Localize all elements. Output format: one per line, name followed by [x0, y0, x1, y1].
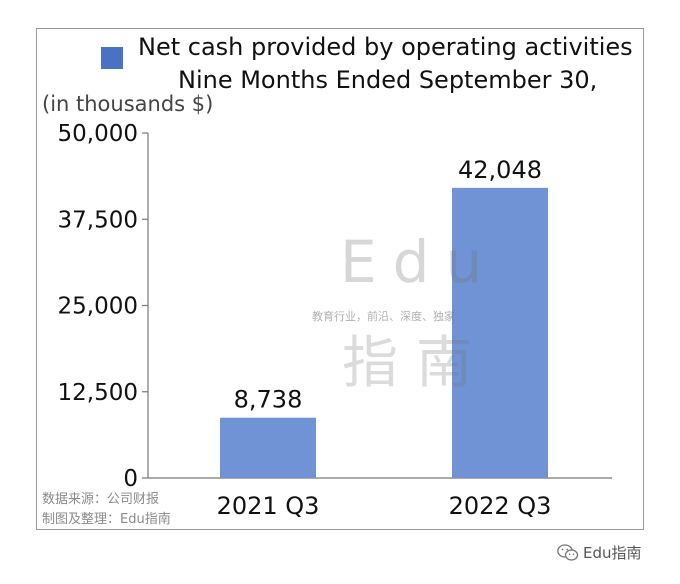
y-axis-unit-label: (in thousands $)	[42, 92, 214, 116]
credit-note: 制图及整理：Edu指南	[42, 512, 171, 527]
wechat-icon	[557, 543, 579, 561]
x-tick-label: 2022 Q3	[449, 492, 552, 520]
legend-swatch	[101, 47, 123, 69]
brand-footer: Edu指南	[557, 542, 642, 563]
legend-label: Net cash provided by operating activitie…	[138, 33, 633, 61]
y-tick-label: 12,500	[58, 380, 138, 406]
source-note: 数据来源：公司财报	[42, 492, 160, 507]
y-tick-label: 25,000	[58, 294, 138, 320]
chart-frame	[36, 28, 644, 530]
bar	[220, 417, 316, 478]
chart-subtitle: Nine Months Ended September 30,	[178, 66, 598, 94]
data-label: 8,738	[234, 386, 303, 414]
brand-name: Edu指南	[583, 544, 642, 562]
x-tick-label: 2021 Q3	[217, 492, 320, 520]
y-tick-label: 50,000	[58, 121, 138, 147]
data-label: 42,048	[458, 156, 542, 184]
y-tick-label: 37,500	[58, 207, 138, 233]
bar	[452, 187, 548, 478]
y-tick-label: 0	[123, 466, 138, 492]
